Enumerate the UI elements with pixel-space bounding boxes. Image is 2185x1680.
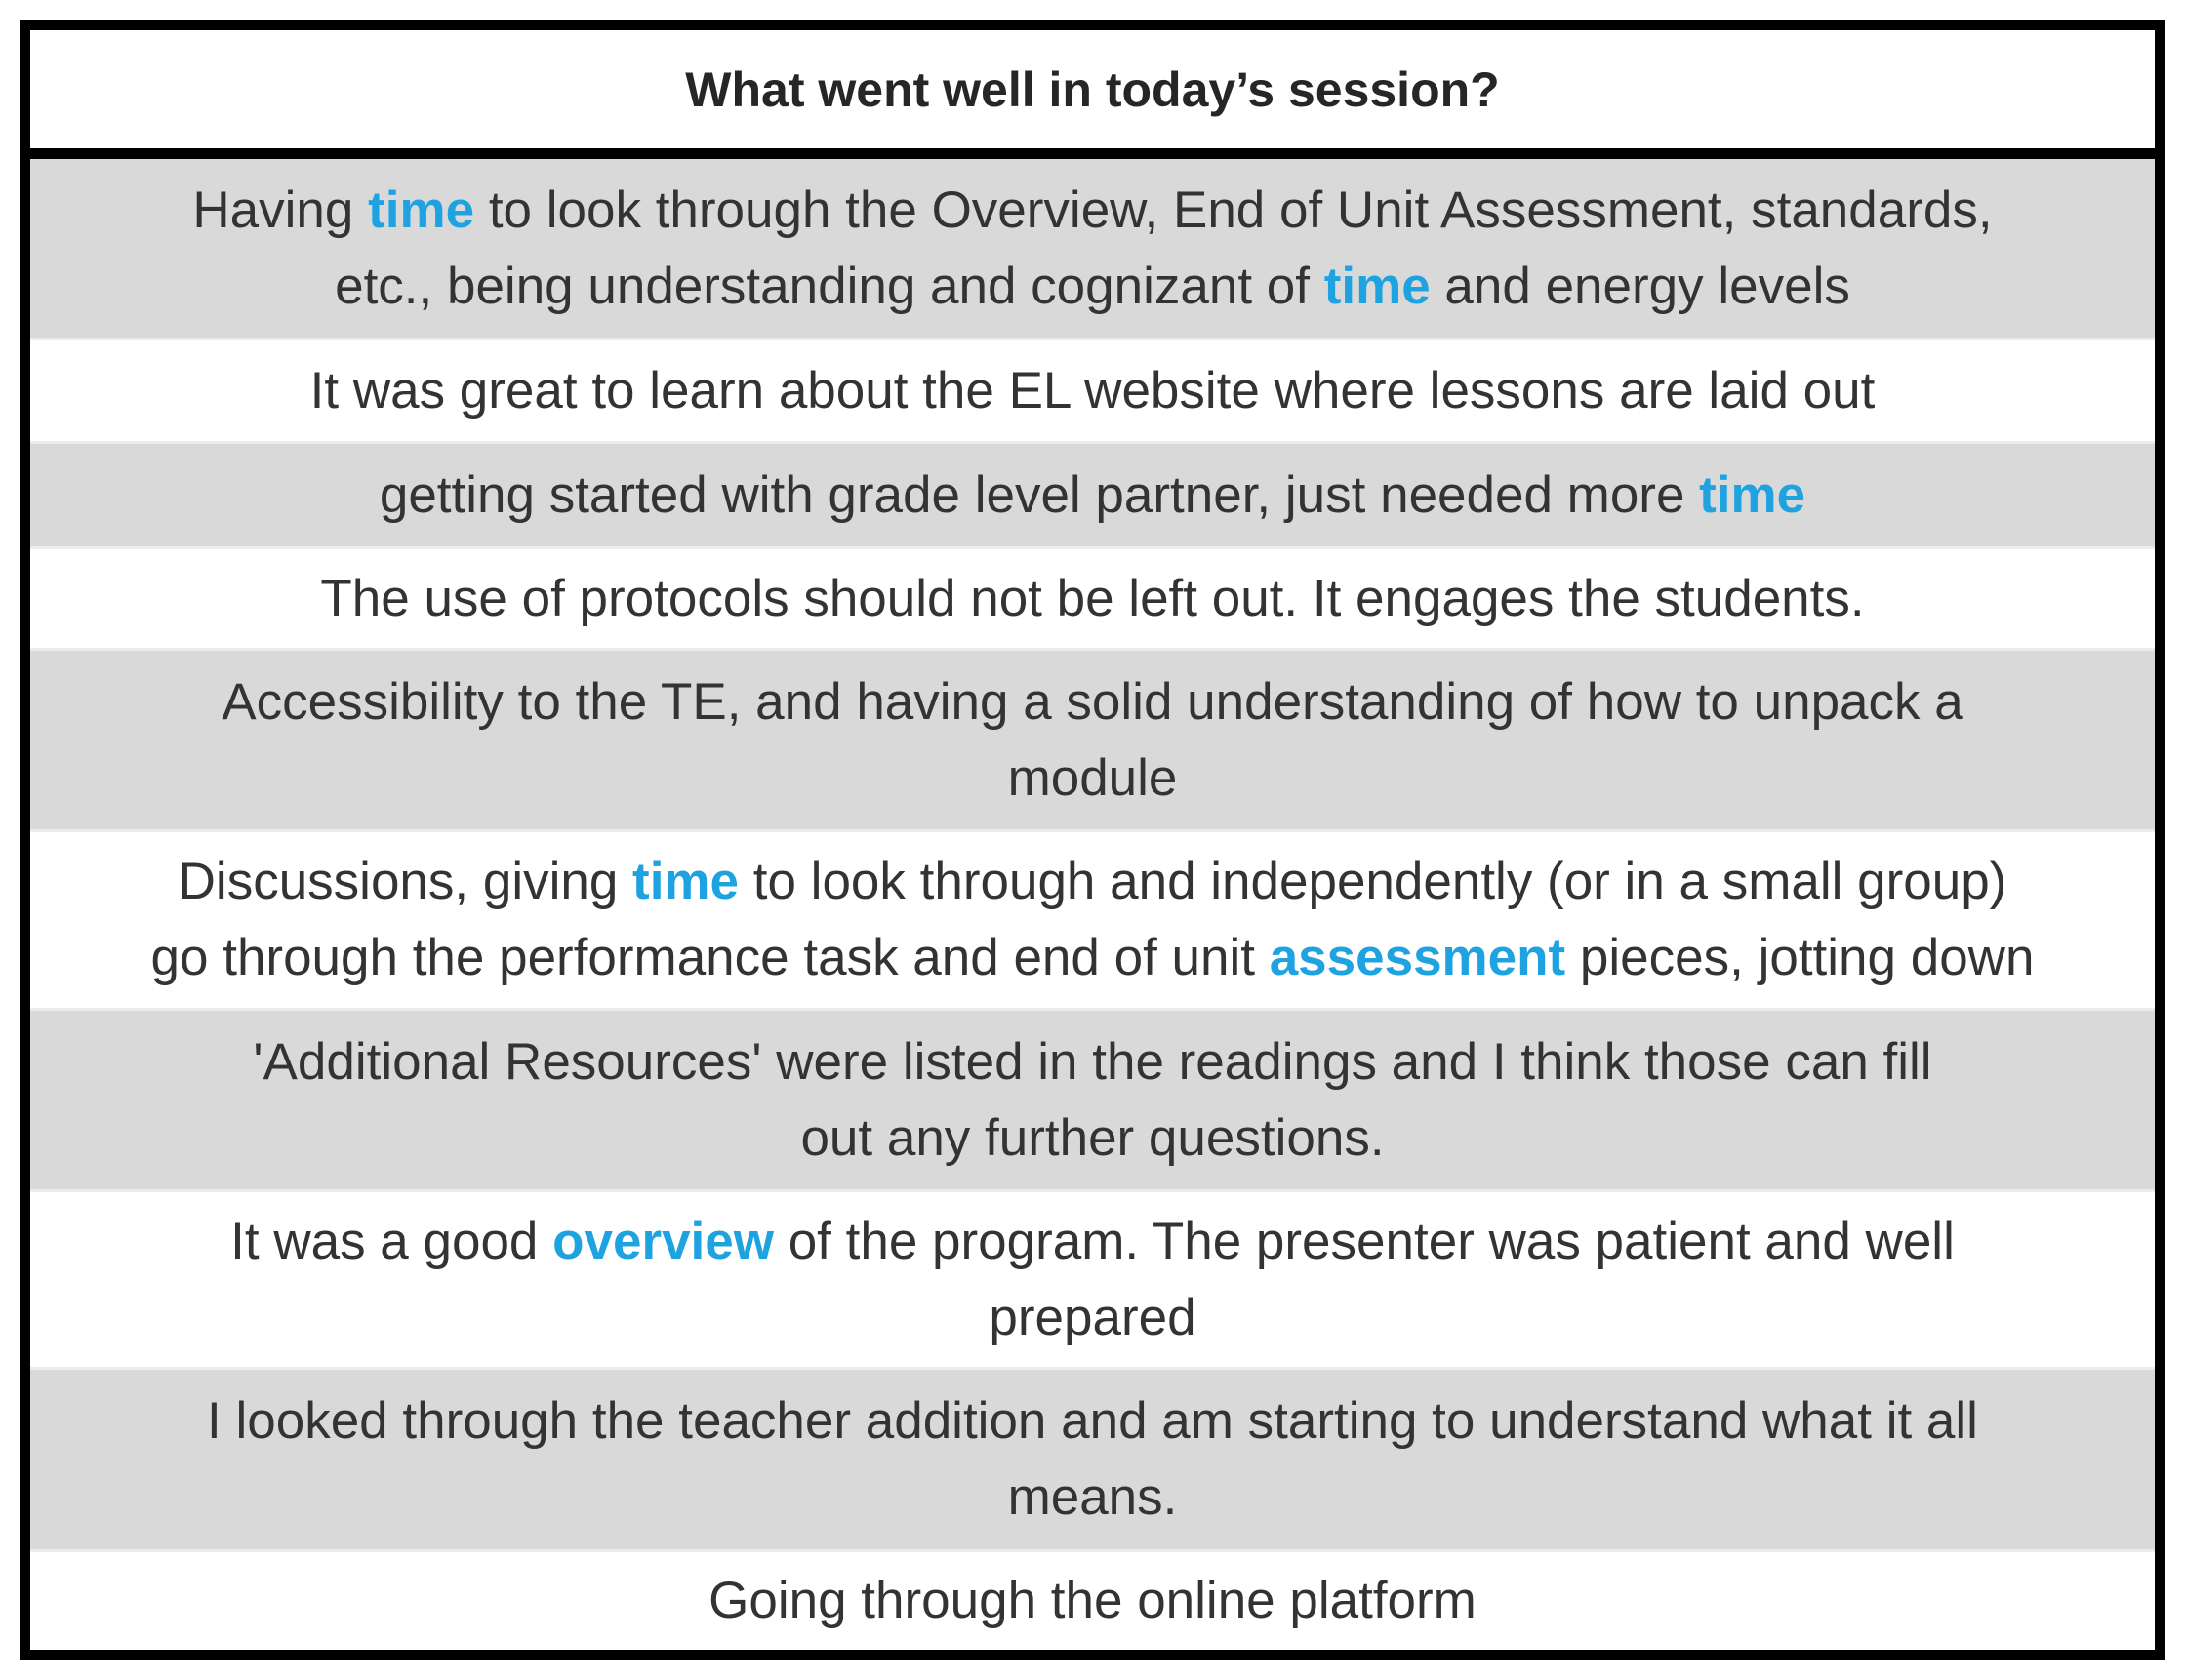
table-row: It was a good overview of the program. T…	[30, 1192, 2155, 1370]
feedback-table: What went well in today’s session? Havin…	[20, 20, 2165, 1660]
table-row: The use of protocols should not be left …	[30, 549, 2155, 651]
row-text: 'Additional Resources' were listed in th…	[253, 1024, 1931, 1177]
row-text-segment: It was great to learn about the EL websi…	[309, 361, 1876, 420]
table-row: Accessibility to the TE, and having a so…	[30, 651, 2155, 832]
row-text-segment: means.	[1007, 1468, 1178, 1526]
highlighted-keyword: time	[368, 180, 475, 239]
row-text-segment: 'Additional Resources' were listed in th…	[253, 1032, 1932, 1091]
highlighted-keyword: assessment	[1269, 929, 1566, 986]
row-text: It was great to learn about the EL websi…	[310, 353, 1876, 429]
row-text-segment: The use of protocols should not be left …	[320, 569, 1865, 627]
highlighted-keyword: overview	[552, 1212, 774, 1270]
row-text: It was a good overview of the program. T…	[230, 1204, 1955, 1356]
row-text-segment: Accessibility to the TE, and having a so…	[222, 672, 1963, 731]
row-text: Going through the online platform	[708, 1563, 1477, 1639]
row-text-segment: I looked through the teacher addition an…	[207, 1392, 1978, 1450]
row-text-segment: and energy levels	[1430, 257, 1850, 315]
table-row: Having time to look through the Overview…	[30, 159, 2155, 340]
table-body: Having time to look through the Overview…	[30, 159, 2155, 1650]
table-header: What went well in today’s session?	[30, 30, 2155, 159]
row-text: Discussions, giving time to look through…	[151, 844, 2035, 996]
row-text: Accessibility to the TE, and having a so…	[222, 664, 1962, 817]
row-text-segment: etc., being understanding and cognizant …	[335, 257, 1324, 315]
row-text-segment: out any further questions.	[800, 1108, 1385, 1167]
row-text-segment: Discussions, giving	[178, 853, 633, 910]
row-text-segment: Having	[192, 180, 369, 239]
table-title: What went well in today’s session?	[685, 61, 1500, 117]
table-row: It was great to learn about the EL websi…	[30, 340, 2155, 444]
row-text-segment: Going through the online platform	[708, 1572, 1477, 1629]
row-text-segment: prepared	[989, 1288, 1196, 1346]
row-text-segment: getting started with grade level partner…	[379, 465, 1700, 524]
table-row: Going through the online platform	[30, 1552, 2155, 1650]
row-text: getting started with grade level partner…	[380, 458, 1805, 534]
row-text: I looked through the teacher addition an…	[207, 1383, 1978, 1536]
table-row: Discussions, giving time to look through…	[30, 832, 2155, 1011]
table-row: I looked through the teacher addition an…	[30, 1370, 2155, 1552]
row-text: Having time to look through the Overview…	[192, 173, 1992, 325]
row-text-segment: It was a good	[230, 1212, 553, 1270]
highlighted-keyword: time	[1699, 465, 1806, 524]
table-row: 'Additional Resources' were listed in th…	[30, 1011, 2155, 1192]
table-row: getting started with grade level partner…	[30, 444, 2155, 549]
highlighted-keyword: time	[1323, 257, 1431, 315]
highlighted-keyword: time	[632, 853, 740, 910]
row-text-segment: to look through and independently (or in…	[739, 853, 2007, 910]
row-text-segment: of the program. The presenter was patien…	[773, 1212, 1955, 1270]
row-text-segment: module	[1007, 748, 1178, 807]
row-text-segment: to look through the Overview, End of Uni…	[474, 180, 1993, 239]
row-text-segment: pieces, jotting down	[1565, 929, 2035, 986]
row-text-segment: go through the performance task and end …	[150, 929, 1270, 986]
row-text: The use of protocols should not be left …	[320, 561, 1864, 637]
